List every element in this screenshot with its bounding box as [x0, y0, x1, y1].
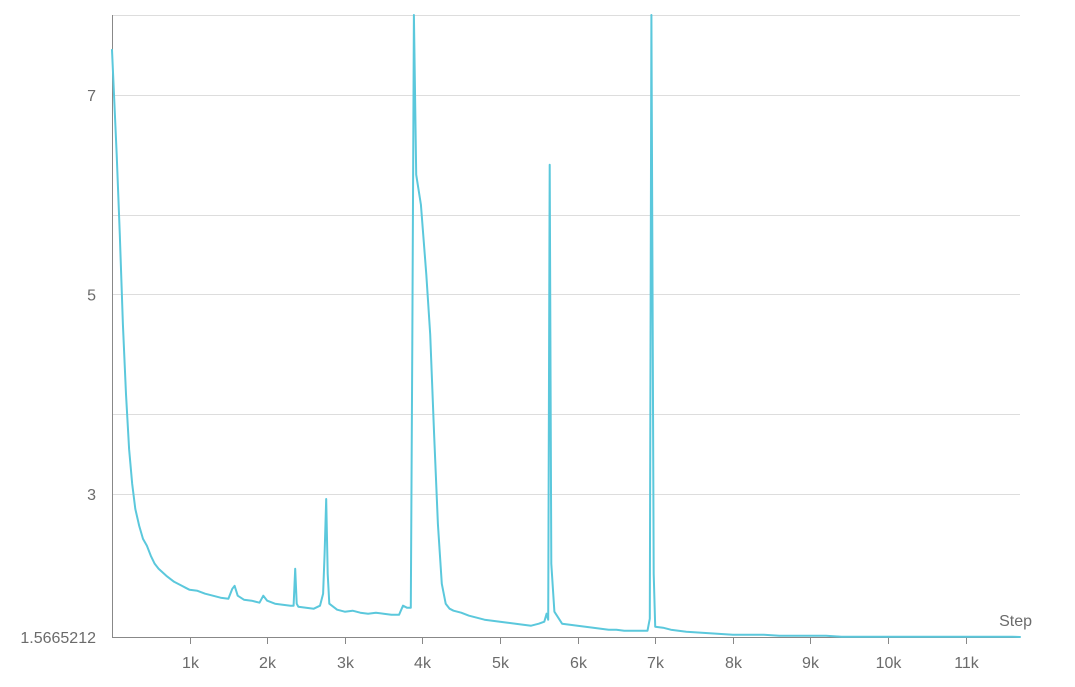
- x-tick-label: 10k: [876, 655, 903, 672]
- y-tick-label: 5: [87, 287, 96, 304]
- x-tick-label: 6k: [570, 655, 588, 672]
- labels-layer: 1k 2k 3k 4k 5k 6k 7k 8k 9k 10k 11k 1.5665212 3 5 7 Step: [20, 88, 1032, 672]
- x-tick-label: 3k: [337, 655, 355, 672]
- x-tick-label: 8k: [725, 655, 743, 672]
- y-tick-label: 7: [87, 88, 96, 105]
- x-tick-label: 5k: [492, 655, 510, 672]
- x-tick-label: 11k: [954, 655, 980, 672]
- x-tick-label: 1k: [182, 655, 200, 672]
- grid-layer: [112, 15, 1020, 638]
- y-tick-label: 1.5665212: [20, 630, 96, 647]
- series-layer: [111, 14, 1021, 638]
- x-tick-label: 2k: [259, 655, 277, 672]
- series-line: [111, 14, 1021, 638]
- y-tick-label: 3: [87, 487, 96, 504]
- axis-layer: [112, 15, 1020, 644]
- x-axis-title: Step: [999, 613, 1032, 630]
- x-tick-label: 7k: [647, 655, 665, 672]
- x-tick-label: 4k: [414, 655, 432, 672]
- x-tick-label: 9k: [802, 655, 820, 672]
